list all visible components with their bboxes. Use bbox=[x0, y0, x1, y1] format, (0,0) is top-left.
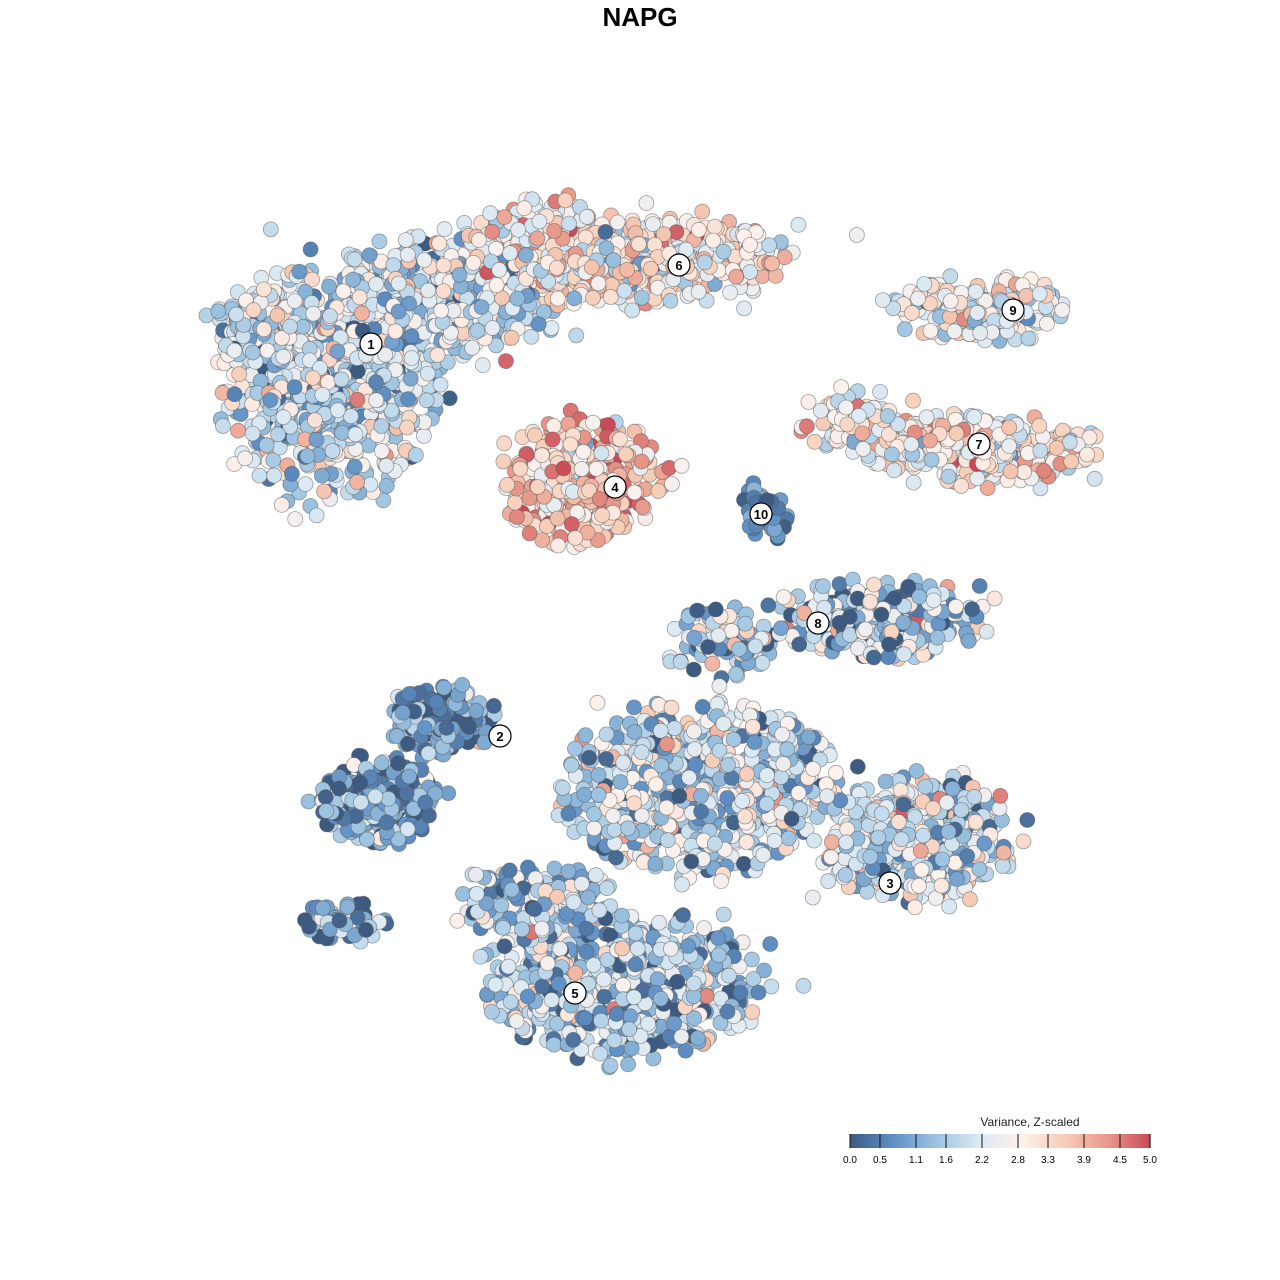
data-point bbox=[685, 661, 702, 678]
data-point bbox=[799, 418, 815, 435]
data-point bbox=[546, 1036, 562, 1053]
data-point bbox=[650, 696, 667, 713]
points-layer bbox=[198, 187, 1105, 1076]
data-point bbox=[849, 227, 865, 243]
data-point bbox=[432, 376, 449, 393]
data-point bbox=[754, 654, 771, 671]
data-point bbox=[497, 353, 514, 370]
data-point bbox=[694, 699, 711, 715]
data-point bbox=[908, 763, 925, 779]
data-point bbox=[715, 906, 732, 923]
data-point bbox=[795, 977, 812, 994]
data-point bbox=[918, 409, 935, 426]
data-point bbox=[265, 452, 282, 469]
data-point bbox=[620, 1056, 636, 1073]
data-point bbox=[1086, 470, 1103, 487]
data-point bbox=[300, 793, 317, 810]
data-point bbox=[823, 849, 839, 866]
data-point bbox=[496, 435, 513, 452]
data-point bbox=[501, 862, 518, 879]
data-point bbox=[800, 394, 817, 410]
data-point bbox=[669, 973, 686, 990]
data-point bbox=[455, 886, 471, 902]
data-point bbox=[251, 467, 268, 484]
data-point bbox=[907, 899, 923, 916]
data-point bbox=[664, 476, 680, 492]
data-point bbox=[872, 383, 888, 400]
data-point bbox=[744, 1004, 761, 1020]
data-point bbox=[262, 221, 279, 238]
data-point bbox=[849, 758, 866, 775]
data-point bbox=[523, 328, 540, 345]
data-point bbox=[762, 936, 779, 952]
chart-title: NAPG bbox=[602, 2, 678, 32]
data-point bbox=[609, 214, 626, 231]
data-point bbox=[1019, 812, 1036, 828]
data-point bbox=[302, 241, 319, 258]
data-point bbox=[790, 216, 807, 233]
data-point bbox=[297, 476, 314, 493]
data-point bbox=[1015, 833, 1032, 850]
data-point bbox=[831, 576, 848, 592]
data-point bbox=[449, 912, 466, 929]
data-point bbox=[978, 623, 995, 640]
data-point bbox=[485, 698, 502, 714]
data-point bbox=[441, 390, 458, 407]
data-point bbox=[608, 849, 624, 866]
data-point bbox=[728, 666, 744, 682]
data-point bbox=[568, 327, 585, 344]
data-point bbox=[904, 305, 920, 321]
data-point bbox=[638, 195, 655, 212]
data-point bbox=[694, 203, 711, 220]
data-point bbox=[230, 422, 247, 439]
data-point bbox=[756, 962, 772, 979]
data-point bbox=[663, 699, 680, 716]
data-point bbox=[971, 578, 988, 594]
data-point bbox=[773, 620, 789, 637]
data-point bbox=[745, 971, 762, 987]
data-point bbox=[371, 233, 388, 250]
data-point bbox=[546, 860, 563, 877]
data-point bbox=[503, 329, 520, 346]
data-point bbox=[436, 221, 453, 238]
data-point bbox=[237, 450, 254, 467]
data-point bbox=[905, 392, 921, 409]
data-point bbox=[962, 891, 978, 908]
data-point bbox=[979, 480, 996, 497]
data-point bbox=[696, 920, 712, 936]
data-point bbox=[877, 773, 894, 790]
data-point bbox=[266, 467, 282, 484]
data-point bbox=[588, 867, 604, 884]
data-point bbox=[624, 302, 641, 319]
data-point bbox=[415, 427, 432, 444]
